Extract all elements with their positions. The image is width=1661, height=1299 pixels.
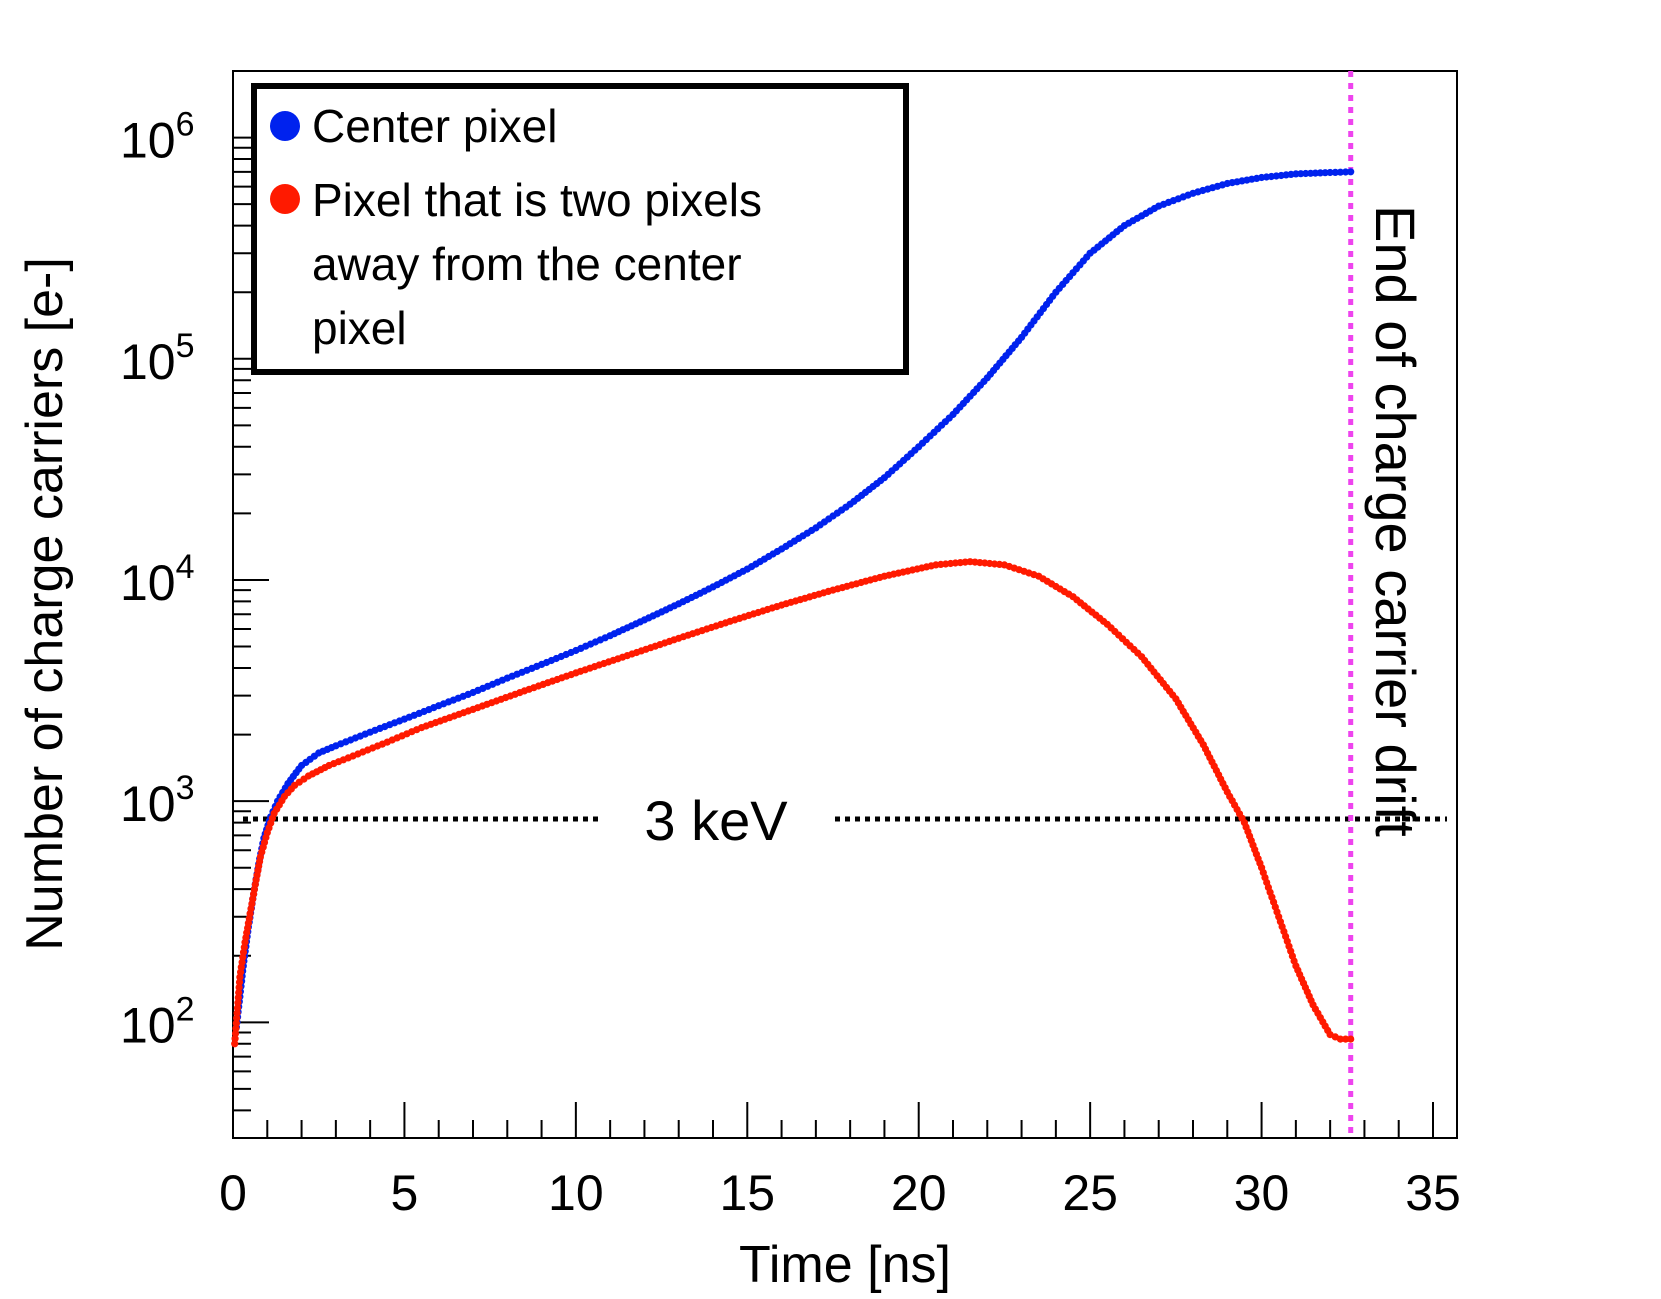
x-tick-label: 20 [891, 1165, 947, 1221]
y-tick-label: 105 [120, 327, 195, 390]
legend-label-center-pixel: Center pixel [312, 100, 557, 152]
plot-frame [232, 70, 1458, 1139]
x-tick-label: 30 [1234, 1165, 1290, 1221]
x-tick-label: 35 [1405, 1165, 1461, 1221]
y-tick-label: 103 [120, 769, 195, 832]
x-tick-label: 10 [548, 1165, 604, 1221]
data-point [1347, 1035, 1355, 1043]
end-of-drift-label: End of charge carrier drift [1364, 205, 1427, 837]
legend: Center pixel Pixel that is two pixels aw… [251, 83, 909, 375]
y-axis-title: Number of charge carriers [e-] [16, 257, 74, 951]
legend-marker-two-pixels-away [270, 184, 300, 214]
x-tick-label: 5 [391, 1165, 419, 1221]
data-point [1342, 168, 1350, 176]
y-axis-tick-labels: 102 103 104 105 106 [120, 106, 195, 1054]
x-axis-title: Time [ns] [739, 1236, 951, 1294]
data-point [231, 1035, 239, 1043]
data-point [1331, 168, 1339, 176]
legend-label-two-pixels-away-line3: pixel [312, 302, 407, 354]
data-point [1336, 168, 1344, 176]
data-point [233, 1014, 241, 1022]
x-tick-label: 0 [219, 1165, 247, 1221]
data-point [1347, 168, 1355, 176]
x-tick-label: 25 [1062, 1165, 1118, 1221]
data-point [1326, 168, 1334, 177]
x-axis-tick-labels: 0 5 10 15 20 25 30 35 [219, 1165, 1461, 1221]
data-series [231, 168, 1355, 1048]
three-kev-label: 3 keV [644, 789, 788, 852]
y-tick-label: 104 [120, 548, 195, 611]
x-axis-ticks [232, 1102, 1434, 1138]
data-point [235, 989, 243, 997]
data-point [1342, 1035, 1350, 1043]
data-point [1336, 1035, 1344, 1043]
x-tick-label: 15 [719, 1165, 775, 1221]
legend-label-two-pixels-away-line1: Pixel that is two pixels [312, 174, 762, 226]
series-two-pixels-away [231, 558, 1355, 1048]
legend-marker-center-pixel [270, 111, 300, 141]
y-tick-label: 106 [120, 106, 195, 169]
reference-lines [243, 71, 1447, 1138]
legend-box [251, 83, 909, 375]
y-tick-label: 102 [120, 990, 195, 1053]
legend-label-two-pixels-away-line2: away from the center [312, 238, 742, 290]
